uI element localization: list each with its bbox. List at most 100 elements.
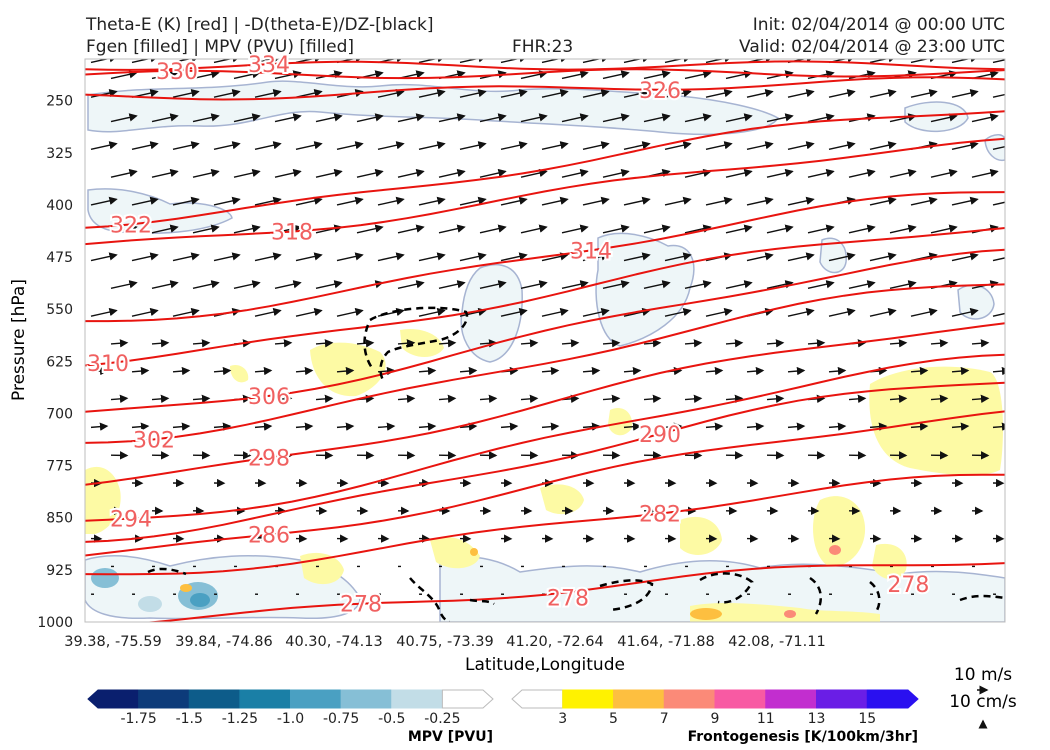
y-tick-label: 550 <box>46 302 73 318</box>
wind-vector <box>992 145 1005 151</box>
theta-e-contour <box>85 110 1005 229</box>
wind-vector <box>418 88 446 98</box>
colorbar-tick-label: -0.25 <box>424 711 460 727</box>
wind-vector <box>192 339 211 348</box>
x-tick-label: 41.64, -71.88 <box>617 634 714 650</box>
wind-vector <box>623 252 651 262</box>
wind-vector <box>951 196 979 206</box>
wind-vector <box>787 141 815 151</box>
wind-vector <box>520 70 548 80</box>
wind-vector <box>110 339 129 348</box>
wind-vector <box>520 224 548 234</box>
wind-vector <box>951 307 979 317</box>
wind-vector <box>725 224 753 234</box>
wind-vector <box>602 339 621 348</box>
colorbar-swatch <box>866 689 919 709</box>
theta-e-contour-label: 302 <box>133 428 175 453</box>
theta-e-contour-label: 282 <box>639 503 681 528</box>
colorbar-tick-label: -1.0 <box>277 711 304 727</box>
wind-vector <box>336 366 355 376</box>
colorbar-swatch <box>441 689 494 709</box>
wind-vector <box>910 59 938 64</box>
wind-vector <box>151 168 179 178</box>
wind-vector <box>582 366 601 376</box>
theta-e-contour <box>85 60 1005 71</box>
wind-vector <box>746 422 765 431</box>
wind-vector <box>807 280 835 290</box>
wind-vector <box>582 88 610 98</box>
x-axis: 39.38, -75.59 39.84, -74.86 40.30, -74.13 4… <box>64 634 825 650</box>
wind-vector <box>172 196 200 206</box>
wind-vector <box>766 168 794 178</box>
theta-e-contour <box>142 562 1005 622</box>
wind-vector <box>828 141 856 151</box>
dtheta-e-dz-contours <box>147 306 1005 622</box>
wind-vector <box>602 224 630 234</box>
wind-vector <box>541 196 569 206</box>
wind-vector <box>787 422 806 431</box>
wind-vector <box>295 252 323 262</box>
wind-vector <box>602 394 621 404</box>
theta-e-contour-label: 278 <box>887 573 929 598</box>
wind-vector <box>807 168 835 178</box>
theta-e-contour <box>85 137 1005 246</box>
wind-vector <box>418 252 446 262</box>
wind-vector <box>889 168 917 178</box>
wind-vector <box>172 59 200 64</box>
wind-vector <box>151 394 170 404</box>
wind-vector <box>602 113 630 123</box>
wind-vector <box>295 59 323 64</box>
wind-vector <box>848 168 876 178</box>
wind-vector <box>192 394 211 404</box>
wind-vector <box>705 307 733 317</box>
wind-vector <box>643 394 662 404</box>
wind-vector <box>233 113 261 123</box>
wind-vector <box>787 366 806 376</box>
wind-vector <box>705 88 733 98</box>
wind-vector <box>623 196 651 206</box>
wind-vector <box>131 252 159 262</box>
y-tick-label: 925 <box>46 563 73 579</box>
theta-e-contour <box>85 227 1005 367</box>
wind-vector <box>254 252 282 262</box>
wind-vector <box>213 59 241 64</box>
wind-vector <box>336 141 364 151</box>
wind-vector <box>315 168 343 178</box>
wind-vector <box>356 168 384 178</box>
wind-vector <box>110 280 138 290</box>
wind-vector <box>315 280 343 290</box>
wind-vector <box>315 113 343 123</box>
wind-vector <box>664 422 683 431</box>
y-tick-label: 250 <box>46 94 73 110</box>
theta-e-contour <box>85 283 1005 444</box>
wind-vector <box>910 422 929 431</box>
wind-vector <box>828 422 847 431</box>
theta-e-contour <box>85 68 1005 80</box>
colorbar-tick-label: -1.25 <box>222 711 258 727</box>
wind-vector <box>520 339 539 348</box>
wind-vector <box>418 141 446 151</box>
y-tick-label: 325 <box>46 146 73 162</box>
colorbar-swatch <box>290 689 342 709</box>
colorbar-tick-label: 13 <box>808 711 826 727</box>
wind-vector <box>561 113 589 123</box>
wind-vector <box>910 307 938 317</box>
wind-vector <box>397 224 425 234</box>
wind-vector <box>930 339 949 348</box>
wind-vector <box>766 224 794 234</box>
wind-vector <box>213 422 232 431</box>
wind-vector <box>930 224 958 234</box>
wind-vector <box>705 366 724 376</box>
x-tick-label: 42.08, -71.11 <box>728 634 825 650</box>
wind-vector <box>541 307 569 317</box>
wind-vector <box>520 113 548 123</box>
wind-vector <box>787 88 815 98</box>
wind-vector <box>623 422 642 431</box>
wind-vector <box>110 113 138 123</box>
wind-vector <box>110 168 138 178</box>
plot-area: 334 330 326 322 318 314 310 306 302 298 294 290 286 2… <box>84 51 1006 623</box>
wind-vector <box>254 141 282 151</box>
wind-vector <box>274 339 293 348</box>
y-tick-label: 400 <box>46 198 73 214</box>
wind-vector <box>172 141 200 151</box>
